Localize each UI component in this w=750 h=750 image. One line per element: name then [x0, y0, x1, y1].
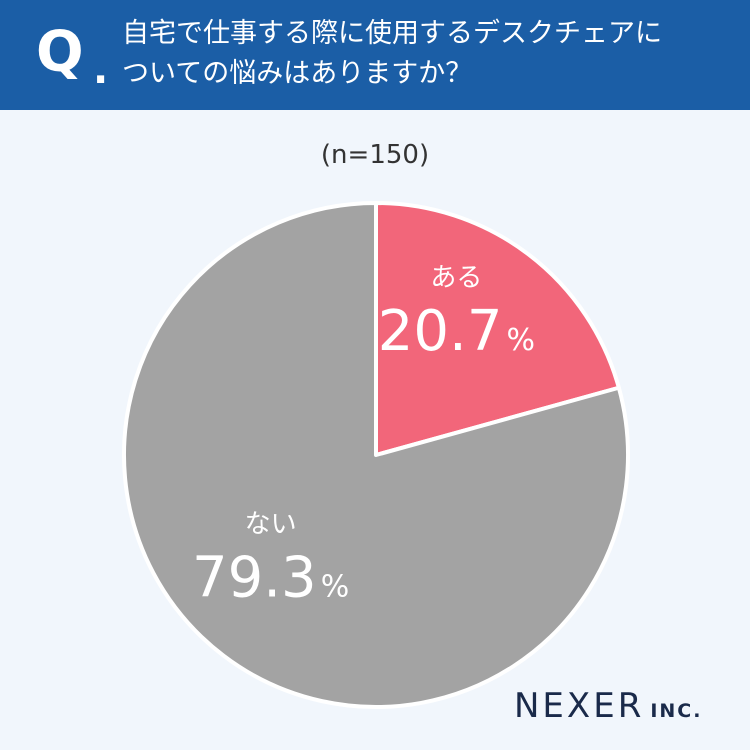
pie-slice-yes [374, 201, 621, 457]
brand-suffix: INC. [650, 700, 703, 722]
question-text: 自宅で仕事する際に使用するデスクチェアに ついての悩みはありますか？ [122, 14, 732, 94]
slice-label-no: ない [245, 509, 297, 539]
slice-value-yes: 20.7% [378, 299, 535, 364]
pie-slice-no [122, 201, 630, 709]
slice-label-yes: ある [430, 263, 482, 293]
question-mark-dot: . [93, 47, 109, 93]
sample-size: (n=150) [320, 140, 430, 170]
brand-logo: NEXER INC. [514, 686, 702, 726]
question-header: Q . 自宅で仕事する際に使用するデスクチェアに ついての悩みはありますか？ [0, 0, 750, 110]
slice-value-no: 79.3% [192, 545, 349, 610]
question-line-1: 自宅で仕事する際に使用するデスクチェアに [122, 18, 662, 49]
brand-name: NEXER [514, 686, 645, 726]
question-mark-label: Q [36, 20, 84, 85]
question-line-2: ついての悩みはありますか？ [122, 58, 473, 89]
